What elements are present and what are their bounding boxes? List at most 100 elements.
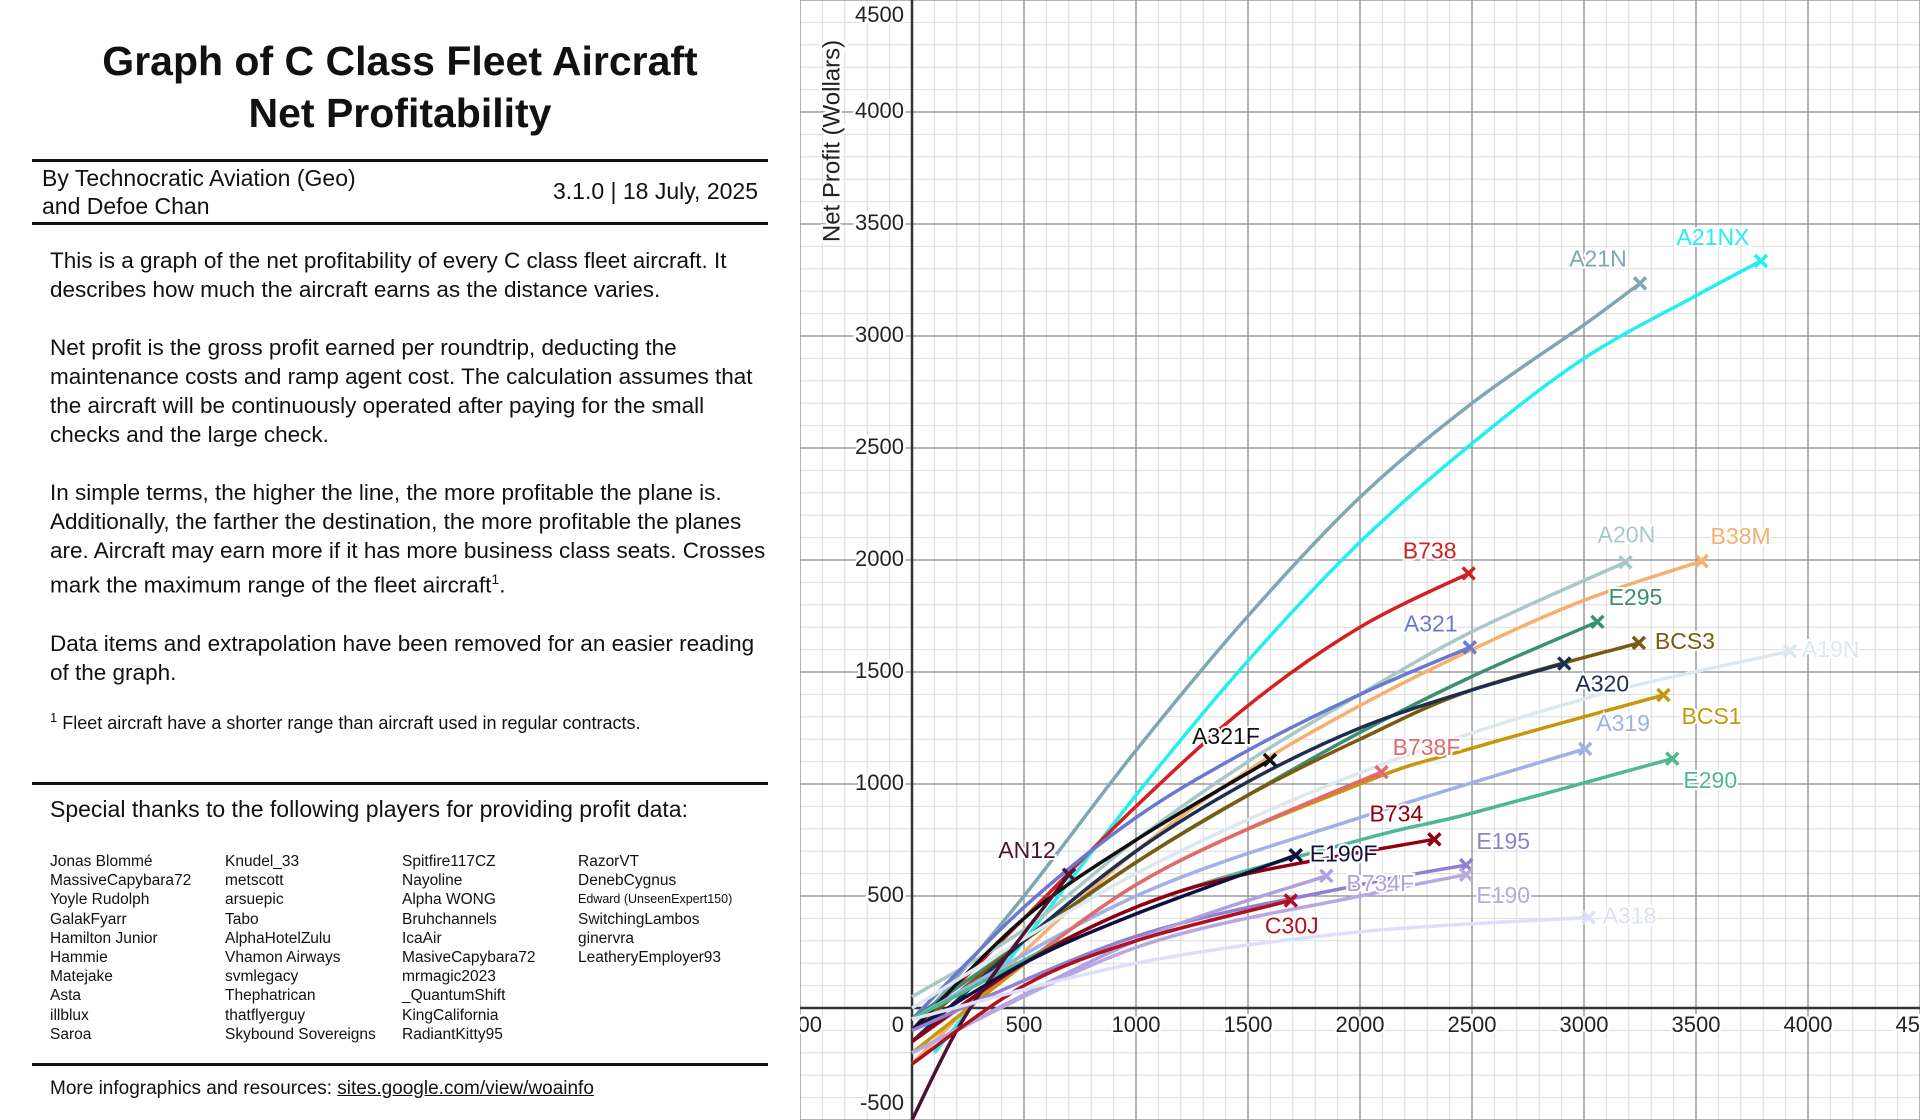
series-label: E190F xyxy=(1310,840,1378,866)
y-tick-label: 2000 xyxy=(855,546,904,571)
y-tick-label: 2500 xyxy=(855,434,904,459)
paragraph: Data items and extrapolation have been r… xyxy=(50,629,770,687)
text: Net profit is the gross profit earned pe… xyxy=(50,335,753,447)
paragraph: Net profit is the gross profit earned pe… xyxy=(50,333,770,449)
link[interactable]: sites.google.com/view/woainfo xyxy=(337,1078,594,1099)
contributor: Matejake xyxy=(50,968,113,986)
byline: and Defoe Chan xyxy=(42,193,210,219)
contributor: Alpha WONG xyxy=(402,891,496,909)
byline: By Technocratic Aviation (Geo) xyxy=(42,165,356,191)
contributor: Skybound Sovereigns xyxy=(225,1025,376,1043)
series-label: C30J xyxy=(1265,913,1319,939)
x-tick-label: 500 xyxy=(1006,1012,1043,1037)
name-column: RazorVT DenebCygnus Edward (UnseenExpert15… xyxy=(578,852,732,967)
series-label: A21N xyxy=(1569,245,1627,271)
series-label: A320 xyxy=(1575,671,1629,697)
rule xyxy=(32,222,768,225)
x-tick-label: 2000 xyxy=(1336,1012,1385,1037)
y-tick-label: 3500 xyxy=(855,210,904,235)
series-line xyxy=(910,837,1435,1044)
info-panel: Graph of C Class Fleet Aircraft Net Prof… xyxy=(0,0,800,1120)
series-line xyxy=(910,645,1471,1021)
contributor: illblux xyxy=(50,1006,89,1024)
contributor: MassiveCapybara72 xyxy=(50,872,192,890)
contributor: Jonas Blommé xyxy=(50,853,153,870)
contributor: LeatheryEmployer93 xyxy=(578,949,722,967)
text: . xyxy=(499,572,506,598)
contributor: Hammie xyxy=(50,949,108,967)
series-label: A321 xyxy=(1404,610,1458,636)
paragraphs: This is a graph of the net profitability… xyxy=(50,246,770,716)
max-range-cross xyxy=(1319,868,1334,884)
series-label: B738F xyxy=(1393,734,1461,760)
y-tick-label: 3000 xyxy=(855,322,904,347)
series-label: A21NX xyxy=(1677,224,1750,250)
max-range-cross xyxy=(1590,614,1605,630)
x-tick-label: 3000 xyxy=(1560,1012,1609,1037)
x-tick-label: -500 xyxy=(778,1012,822,1037)
max-range-cross xyxy=(1665,751,1680,766)
footnote-text: Fleet aircraft have a shorter range than… xyxy=(62,713,641,733)
y-tick-label: 1500 xyxy=(855,658,904,683)
series-line xyxy=(910,873,1071,1120)
rule xyxy=(32,159,768,162)
name-column: Spitfire117CZ Nayoline Alpha WONG Bruhchann… xyxy=(402,852,536,1044)
contributor: Yoyle Rudolph xyxy=(50,891,150,909)
series-label: A20N xyxy=(1598,521,1656,547)
max-range-cross xyxy=(1632,276,1648,291)
footnote: 1 Fleet aircraft have a shorter range th… xyxy=(50,710,641,734)
thanks-title: Special thanks to the following players … xyxy=(50,796,688,822)
max-range-cross xyxy=(1782,643,1798,659)
series-label: E290 xyxy=(1683,767,1737,793)
max-range-cross xyxy=(1581,910,1596,925)
contributor: arsuepic xyxy=(225,891,284,909)
x-tick-label: 0 xyxy=(892,1012,904,1037)
contributor: SwitchingLambos xyxy=(578,910,700,928)
series-label: A318 xyxy=(1603,903,1657,929)
footnote-ref: 1 xyxy=(491,571,500,587)
contributor: Asta xyxy=(50,987,82,1005)
footnote-marker: 1 xyxy=(50,710,58,725)
series-label: B734F xyxy=(1346,870,1414,896)
series-line xyxy=(911,853,1297,1032)
contributor: RazorVT xyxy=(578,853,640,870)
max-range-cross xyxy=(1288,847,1303,863)
contributor: Edward (UnseenExpert150) xyxy=(578,892,733,907)
contributor: IcaAir xyxy=(402,929,442,947)
contributor: RadiantKitty95 xyxy=(402,1025,503,1043)
name-column: Jonas Blommé MassiveCapybara72 Yoyle Rudol… xyxy=(50,852,191,1044)
max-range-cross xyxy=(1618,555,1633,570)
rule xyxy=(32,1063,768,1066)
text: Data items and extrapolation have been r… xyxy=(50,630,755,685)
x-tick-label: 4000 xyxy=(1784,1012,1833,1037)
text: This is a graph of the net profitability… xyxy=(50,248,727,302)
name-column: Knudel_33 metscott arsuepic Tabo AlphaHotelZ… xyxy=(225,852,376,1044)
footer: More infographics and resources: sites.g… xyxy=(50,1078,594,1100)
contributor: Hamilton Junior xyxy=(50,929,158,947)
contributor: Tabo xyxy=(225,910,259,928)
max-range-cross xyxy=(1557,656,1572,671)
contributor: KingCalifornia xyxy=(402,1006,499,1024)
text: In simple terms, the higher the line, th… xyxy=(50,480,766,598)
series-line xyxy=(910,559,1703,1066)
contributor: thatflyerguy xyxy=(225,1006,306,1024)
x-tick-label: 1000 xyxy=(1112,1012,1161,1037)
series-label: AN12 xyxy=(998,837,1056,863)
max-range-cross xyxy=(1631,635,1647,651)
contributor: GalakFyarr xyxy=(50,910,127,928)
series-line xyxy=(911,873,1467,1055)
max-range-cross xyxy=(1458,867,1474,882)
max-range-cross xyxy=(1374,764,1389,780)
x-tick-label: 2500 xyxy=(1448,1012,1497,1037)
x-tick-label: 3500 xyxy=(1672,1012,1721,1037)
y-tick-label: -500 xyxy=(860,1090,904,1115)
contributor: Spitfire117CZ xyxy=(402,853,496,870)
max-range-cross xyxy=(1427,832,1442,847)
series-line xyxy=(911,649,1791,1010)
series-line xyxy=(910,898,1292,1066)
rule xyxy=(32,782,768,785)
y-axis-label: Net Profit (Wollars) xyxy=(818,40,845,242)
contributor: Saroa xyxy=(50,1025,92,1043)
footer-text: More infographics and resources: xyxy=(50,1078,338,1099)
